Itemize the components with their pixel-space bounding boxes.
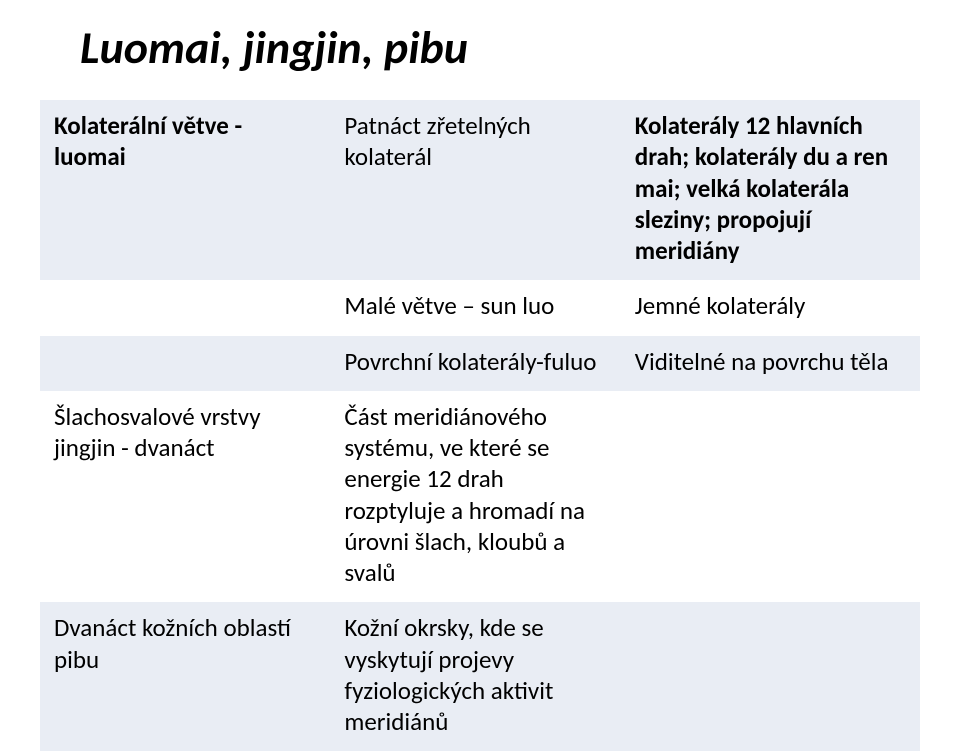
cell: Jemné kolaterály <box>621 280 920 335</box>
cell-text: Dvanáct kožních oblastí pibu <box>54 612 291 674</box>
cell-text: Část meridiánového systému, ve které se … <box>344 401 585 588</box>
page-title: Luomai, jingjin, pibu <box>80 20 920 76</box>
cell: Kolaterální větve - luomai <box>40 100 330 280</box>
cell-text: Kožní okrsky, kde se vyskytují projevy f… <box>344 612 553 737</box>
cell: Kožní okrsky, kde se vyskytují projevy f… <box>330 602 620 751</box>
cell: Kolaterály 12 hlavních drah; kolaterály … <box>621 100 920 280</box>
table-row: Šlachosvalové vrstvy jingjin - dvanáct Č… <box>40 391 920 603</box>
cell: Část meridiánového systému, ve které se … <box>330 391 620 603</box>
cell <box>40 280 330 335</box>
cell-text: Malé větve – sun luo <box>344 290 554 321</box>
table-body: Kolaterální větve - luomai Patnáct zřete… <box>40 100 920 751</box>
cell: Šlachosvalové vrstvy jingjin - dvanáct <box>40 391 330 603</box>
cell-text: Šlachosvalové vrstvy jingjin - dvanáct <box>54 401 261 463</box>
cell: Malé větve – sun luo <box>330 280 620 335</box>
cell-text: Jemné kolaterály <box>635 290 806 321</box>
cell-text: Viditelné na povrchu těla <box>635 346 889 377</box>
cell-text: Povrchní kolaterály-fuluo <box>344 346 596 377</box>
cell-text: Kolaterální větve - luomai <box>54 110 242 172</box>
cell: Dvanáct kožních oblastí pibu <box>40 602 330 751</box>
cell <box>621 602 920 751</box>
cell-text: Patnáct zřetelných kolaterál <box>344 110 530 172</box>
table-row: Kolaterální větve - luomai Patnáct zřete… <box>40 100 920 280</box>
cell: Povrchní kolaterály-fuluo <box>330 336 620 391</box>
table-row: Dvanáct kožních oblastí pibu Kožní okrsk… <box>40 602 920 751</box>
table-row: Malé větve – sun luo Jemné kolaterály <box>40 280 920 335</box>
cell: Patnáct zřetelných kolaterál <box>330 100 620 280</box>
cell: Viditelné na povrchu těla <box>621 336 920 391</box>
table-row: Povrchní kolaterály-fuluo Viditelné na p… <box>40 336 920 391</box>
content-table: Kolaterální větve - luomai Patnáct zřete… <box>40 100 920 751</box>
cell-text: Kolaterály 12 hlavních drah; kolaterály … <box>635 110 888 266</box>
cell <box>621 391 920 603</box>
cell <box>40 336 330 391</box>
